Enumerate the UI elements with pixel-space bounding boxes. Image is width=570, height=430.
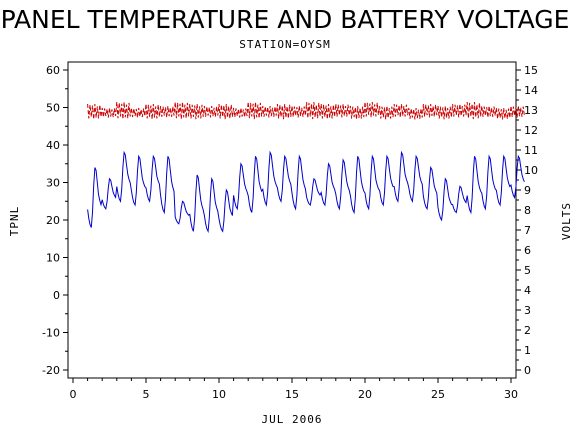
x-tick-label: 0	[70, 388, 77, 401]
chart-title: PANEL TEMPERATURE AND BATTERY VOLTAGE	[1, 5, 570, 34]
y2-tick-label: 10	[524, 164, 538, 177]
y2-tick-label: 15	[524, 64, 538, 77]
ticks-layer: 0 5 10 15 20 25 30-20-100102030405060012345678…	[42, 64, 538, 401]
y-tick-label: 20	[46, 214, 60, 227]
y2-tick-label: 11	[524, 144, 538, 157]
y2-tick-label: 3	[524, 304, 531, 317]
y2-tick-label: 9	[524, 184, 531, 197]
y2-tick-label: 12	[524, 124, 538, 137]
y-tick-label: -10	[42, 327, 60, 340]
x-axis-label: JUL 2006	[262, 413, 323, 426]
y2-tick-label: 6	[524, 244, 531, 257]
x-tick-label: 30	[504, 388, 518, 401]
chart-subtitle: STATION=OYSM	[239, 38, 330, 51]
y2-tick-label: 5	[524, 264, 531, 277]
y-axis-label: TPNL	[8, 206, 21, 237]
y2-tick-label: 4	[524, 284, 531, 297]
y2-axis-label: VOLTS	[560, 202, 570, 240]
y-tick-label: 10	[46, 252, 60, 265]
x-tick-label: 20	[358, 388, 372, 401]
y-tick-label: 60	[46, 64, 60, 77]
y2-tick-label: 2	[524, 324, 531, 337]
y2-tick-label: 1	[524, 344, 531, 357]
y2-tick-label: 7	[524, 224, 531, 237]
x-tick-label: 10	[212, 388, 226, 401]
panel-temperature-line	[87, 150, 525, 234]
y-tick-label: 0	[53, 289, 60, 302]
x-tick-label: 25	[431, 388, 445, 401]
series-layer	[87, 101, 525, 234]
battery-voltage-line	[87, 101, 525, 120]
y-tick-label: 50	[46, 102, 60, 115]
y2-tick-label: 13	[524, 104, 538, 117]
y-tick-label: 40	[46, 139, 60, 152]
x-tick-label: 5	[143, 388, 150, 401]
x-tick-label: 15	[285, 388, 299, 401]
y2-tick-label: 14	[524, 84, 538, 97]
y-tick-label: -20	[42, 364, 60, 377]
y2-tick-label: 0	[524, 364, 531, 377]
y-tick-label: 30	[46, 177, 60, 190]
y2-tick-label: 8	[524, 204, 531, 217]
